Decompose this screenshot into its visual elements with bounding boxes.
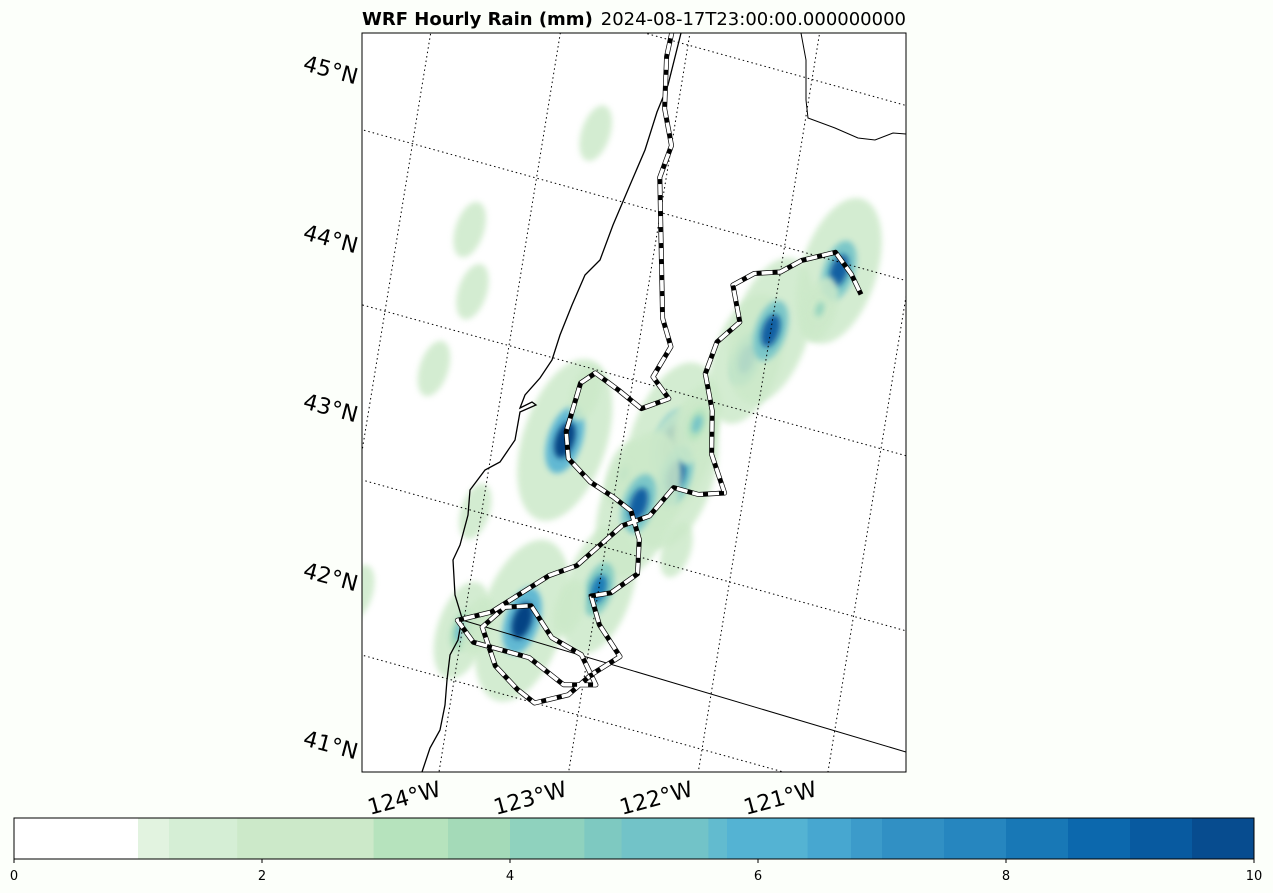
colorbar-bin [584, 818, 623, 859]
colorbar-bin [510, 818, 585, 859]
coastline-path [421, 33, 682, 772]
colorbar-bins [14, 818, 1255, 859]
state-borders [461, 33, 906, 753]
colorbar-ticks: 0 2 4 6 8 10 [10, 859, 1262, 884]
rain-cell [553, 579, 587, 636]
chart-subtitle: 2024-08-17T23:00:00.000000000 [601, 9, 906, 30]
colorbar-tick-label: 6 [754, 869, 762, 884]
rain-cell [569, 365, 602, 421]
colorbar-bin [1006, 818, 1069, 859]
colorbar-bin [1130, 818, 1193, 859]
lat-label-43: 43°N [300, 390, 360, 429]
lat-label-45: 45°N [300, 52, 360, 91]
rain-cell [660, 521, 693, 578]
colorbar-bin [944, 818, 1007, 859]
state-border-or-wa [800, 33, 906, 141]
colorbar-tick-label: 4 [506, 869, 514, 884]
colorbar-tick-label: 2 [258, 869, 266, 884]
map-frame [361, 32, 907, 773]
colorbar-bin [727, 818, 809, 859]
map-panel [361, 32, 907, 773]
rain-cell [453, 201, 487, 258]
colorbar-bin [14, 818, 139, 859]
rain-cell [456, 263, 489, 320]
lon-label-121: 121°W [741, 777, 820, 821]
rain-cell [727, 257, 814, 404]
rain-cell [458, 483, 492, 540]
lat-label-41: 41°N [300, 727, 360, 766]
flight-track-dashes [454, 33, 863, 706]
lon-label-122: 122°W [617, 777, 696, 821]
colorbar-bin [807, 818, 852, 859]
rain-cell [417, 340, 451, 397]
colorbar-frame [13, 817, 1255, 860]
colorbar-bin [448, 818, 511, 859]
colorbar-tick-label: 0 [10, 869, 18, 884]
colorbar-bin [169, 818, 238, 859]
latitude-labels: 45°N 44°N 43°N 42°N 41°N [300, 52, 360, 766]
state-border-or-ca [461, 619, 906, 753]
colorbar-bin [621, 818, 709, 859]
rain-layer [362, 105, 882, 702]
longitude-labels: 124°W 123°W 122°W 121°W [365, 777, 820, 821]
lon-label-123: 123°W [491, 777, 570, 821]
colorbar-bin [1192, 818, 1255, 859]
chart-title: WRF Hourly Rain (mm) [362, 9, 593, 30]
colorbar-bin [708, 818, 728, 859]
coastline [421, 33, 682, 772]
colorbar-bin [882, 818, 945, 859]
colorbar-tick-label: 8 [1002, 869, 1010, 884]
colorbar-bin [851, 818, 883, 859]
lat-label-42: 42°N [300, 559, 360, 598]
colorbar-bin [237, 818, 375, 859]
lat-label-44: 44°N [300, 221, 360, 260]
colorbar-bin [138, 818, 170, 859]
rain-cell [362, 564, 375, 621]
rain-cell [800, 276, 839, 342]
colorbar-tick-label: 10 [1246, 869, 1263, 884]
flight-track [454, 33, 864, 706]
colorbar-bin [373, 818, 449, 859]
colorbar: 0 2 4 6 8 10 [10, 817, 1262, 884]
colorbar-bin [1068, 818, 1131, 859]
rain-cell [579, 105, 613, 161]
lon-label-124: 124°W [365, 777, 444, 821]
